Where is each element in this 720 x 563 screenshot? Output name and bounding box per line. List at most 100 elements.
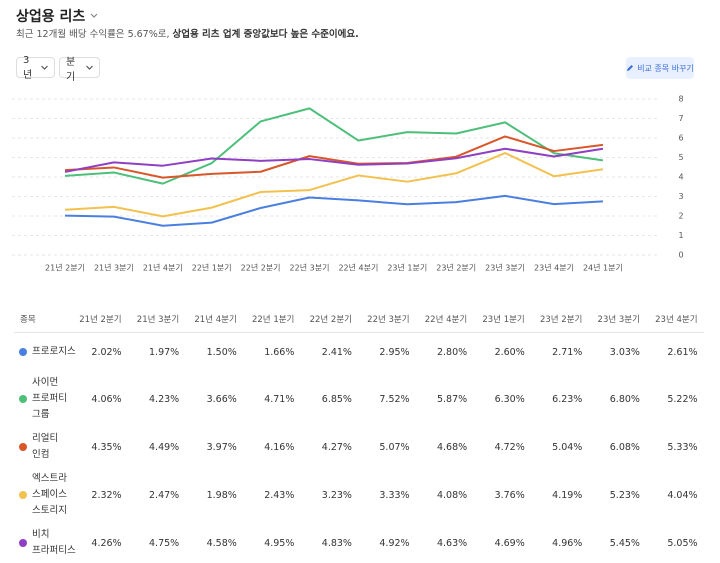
dropdown-label: 분기 (66, 56, 76, 83)
value-cell: 5.04% (552, 441, 583, 453)
x-tick-label: 22년 3분기 (290, 263, 330, 273)
name-cell: 리얼티 인컴 (14, 431, 64, 463)
value-cell: 2.43% (264, 489, 295, 501)
value-cell: 2.71% (552, 346, 583, 358)
subtitle-text: 최근 12개월 배당 수익률은 5.67%로, (16, 29, 173, 40)
value-cell: 4.27% (321, 441, 352, 453)
x-tick-label: 23년 4분기 (534, 263, 574, 273)
y-tick-label: 0 (678, 251, 683, 260)
chevron (90, 13, 98, 18)
y-tick-label: 4 (678, 173, 683, 182)
legend-dot (19, 348, 27, 356)
value-cell: 2.61% (667, 346, 698, 358)
x-tick-label: 21년 3분기 (94, 263, 134, 273)
interval-dropdown[interactable]: 분기 (59, 57, 100, 83)
name-cell: 사이먼 프로퍼티 그룹 (14, 375, 67, 423)
button-label: 비교 종목 바꾸기 (637, 63, 694, 73)
value-cell: 5.45% (609, 537, 640, 549)
table-header: 종목 21년 2분기 21년 3분기 21년 4분기 22년 1분기 22년 2분기 22년… (14, 306, 704, 333)
header-cell: 23년 2분기 (539, 315, 583, 325)
value-cell: 4.19% (552, 489, 583, 501)
legend-dot (19, 539, 27, 547)
subtitle-bold: 상업용 리츠 업계 중앙값보다 높은 수준이에요. (172, 29, 359, 40)
value-cell: 3.66% (206, 393, 237, 405)
header-cell: 22년 1분기 (251, 315, 295, 325)
y-tick-label: 8 (678, 95, 683, 104)
value-cell: 3.76% (494, 489, 525, 501)
value-cell: 2.47% (149, 489, 180, 501)
value-cell: 4.92% (379, 537, 410, 549)
value-cell: 6.08% (609, 441, 640, 453)
value-cell: 4.96% (552, 537, 583, 549)
value-cell: 4.72% (494, 441, 525, 453)
name-cell: 비치 프라퍼티스 (14, 527, 76, 559)
value-cell: 4.68% (436, 441, 468, 453)
value-cell: 4.63% (436, 537, 468, 549)
value-cell: 2.02% (91, 346, 122, 358)
title-text: 상업용 리츠 (16, 9, 86, 25)
header-cell: 22년 4분기 (424, 315, 468, 325)
value-cell: 4.49% (149, 441, 180, 453)
header-cell: 22년 3분기 (367, 315, 410, 325)
table-row: 엑스트라 스페이스 스토리지 2.32% 2.47% 1.98% 2.43% 3.23% 3… (14, 467, 704, 523)
x-tick-label: 22년 4분기 (338, 263, 378, 273)
header-title[interactable]: 상업용 리츠 (16, 6, 99, 26)
pencil-icon (627, 65, 634, 71)
legend-dot (19, 491, 27, 499)
value-cell: 4.35% (91, 441, 122, 453)
value-cell: 4.26% (91, 537, 122, 549)
value-cell: 2.80% (436, 346, 468, 358)
value-cell: 6.85% (321, 393, 352, 405)
value-cell: 3.03% (609, 346, 640, 358)
value-cell: 4.83% (321, 537, 352, 549)
value-cell: 5.07% (379, 441, 410, 453)
page: 0 1 2 3 4 5 6 7 8 21년 2분기 21년 3분기 21년 4분기 22년 1분기 22년… (12, 6, 704, 556)
header-cell: 23년 4분기 (655, 315, 698, 325)
value-cell: 5.33% (667, 441, 698, 453)
value-cell: 5.05% (667, 537, 698, 549)
x-tick-label: 23년 2분기 (436, 263, 476, 273)
series-line (64, 135, 604, 179)
header-cell: 21년 3분기 (136, 315, 180, 325)
name-cell: 엑스트라 스페이스 스토리지 (14, 471, 67, 519)
compare-button[interactable]: 비교 종목 바꾸기 (626, 57, 694, 79)
header-cell: 21년 2분기 (79, 315, 122, 325)
value-cell: 4.16% (264, 441, 295, 453)
value-cell: 3.23% (321, 489, 352, 501)
dropdown-label: 3년 (23, 54, 33, 81)
table-row: 사이먼 프로퍼티 그룹 4.06% 4.23% 3.66% 4.71% 6.85% 7.52… (14, 371, 704, 427)
series-name: 리얼티 인컴 (32, 433, 59, 460)
table-row: 프로로지스 2.02% 1.97% 1.50% 1.66% 2.41% 2.95% 2.80%… (14, 333, 704, 371)
table: 종목 21년 2분기 21년 3분기 21년 4분기 22년 1분기 22년 2분기 22년… (14, 306, 704, 563)
x-tick-label: 21년 4분기 (143, 263, 183, 273)
series-name: 엑스트라 스페이스 스토리지 (32, 473, 67, 516)
series-name: 사이먼 프로퍼티 그룹 (32, 377, 67, 420)
value-cell: 6.30% (494, 393, 525, 405)
series-line (64, 194, 603, 227)
legend-dot (19, 395, 27, 403)
table-row: 비치 프라퍼티스 4.26% 4.75% 4.58% 4.95% 4.83% 4.92% 4.… (14, 523, 704, 563)
chevron (86, 65, 93, 70)
value-cell: 6.80% (609, 393, 640, 405)
value-cell: 7.52% (379, 393, 410, 405)
x-tick-label: 22년 2분기 (241, 263, 281, 273)
value-cell: 4.04% (667, 489, 698, 501)
value-cell: 5.87% (436, 393, 468, 405)
value-cell: 2.32% (91, 489, 122, 501)
chevron (41, 65, 48, 70)
series-name: 프로로지스 (32, 346, 76, 357)
value-cell: 3.33% (379, 489, 410, 501)
period-dropdown[interactable]: 3년 (16, 54, 55, 81)
header-cell: 22년 2분기 (309, 315, 352, 325)
y-tick-label: 2 (678, 212, 683, 221)
value-cell: 1.97% (149, 346, 180, 358)
header-cell: 21년 4분기 (194, 315, 237, 325)
value-cell: 2.41% (321, 346, 352, 358)
table-row: 리얼티 인컴 4.35% 4.49% 3.97% 4.16% 4.27% 5.07% 4.68… (14, 427, 704, 467)
value-cell: 2.60% (494, 346, 525, 358)
value-cell: 5.23% (609, 489, 640, 501)
y-tick-label: 5 (678, 153, 683, 162)
header-cell: 23년 3분기 (597, 315, 640, 325)
value-cell: 3.97% (206, 441, 237, 453)
subtitle: 최근 12개월 배당 수익률은 5.67%로, 상업용 리츠 업계 중앙값보다 … (16, 26, 359, 40)
